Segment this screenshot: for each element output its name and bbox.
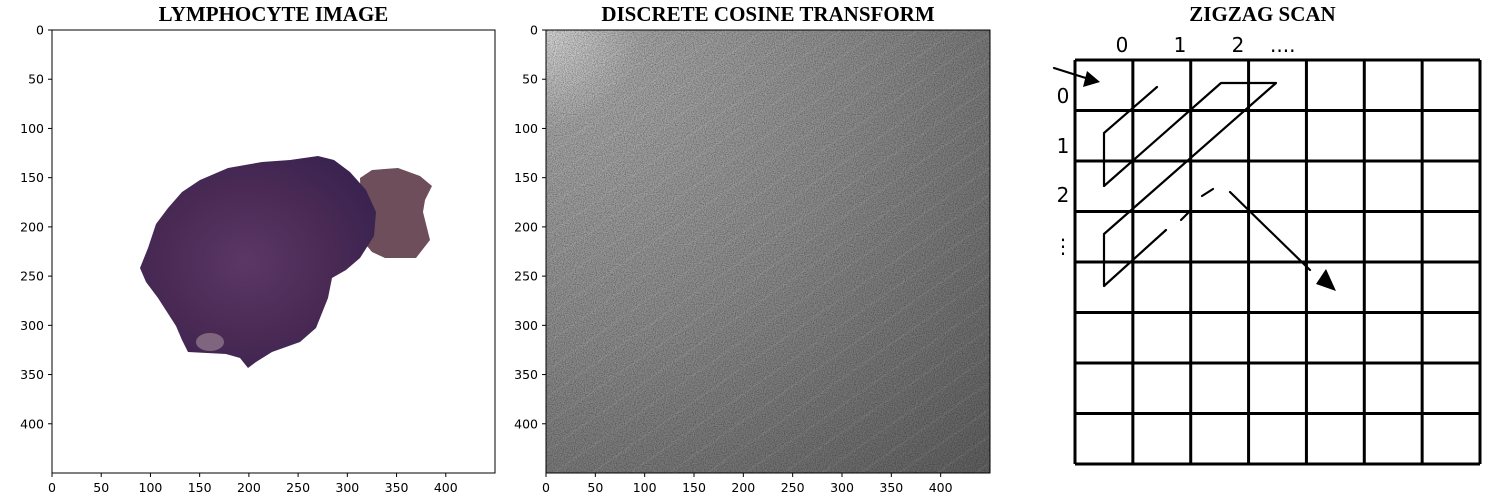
x-tick-label: 400 xyxy=(929,480,953,495)
dct-title: DISCRETE COSINE TRANSFORM xyxy=(601,2,935,26)
x-tick-label: 0 xyxy=(542,480,550,495)
y-tick-label: 0 xyxy=(530,23,538,38)
y-tick-label: 200 xyxy=(20,219,44,234)
y-tick-label: 250 xyxy=(514,269,538,284)
zigzag-col-label: .... xyxy=(1270,33,1295,57)
zigzag-row-label: 1 xyxy=(1057,134,1070,158)
x-tick-label: 0 xyxy=(48,480,56,495)
zigzag-row-label: 2 xyxy=(1057,183,1070,207)
y-tick-label: 350 xyxy=(514,367,538,382)
y-tick-label: 300 xyxy=(20,318,44,333)
x-tick-label: 350 xyxy=(879,480,903,495)
zigzag-row-label: ⋮ xyxy=(1053,234,1073,258)
x-tick-label: 100 xyxy=(139,480,163,495)
zigzag-path xyxy=(1052,66,1312,288)
y-tick-label: 150 xyxy=(20,170,44,185)
x-tick-label: 300 xyxy=(830,480,854,495)
zigzag-col-label: 0 xyxy=(1116,33,1129,57)
x-tick-label: 50 xyxy=(587,480,603,495)
zigzag-col-label: 1 xyxy=(1174,33,1187,57)
y-tick-label: 400 xyxy=(514,416,538,431)
y-tick-label: 150 xyxy=(514,170,538,185)
x-tick-label: 300 xyxy=(335,480,359,495)
x-tick-label: 200 xyxy=(731,480,755,495)
y-tick-label: 200 xyxy=(514,219,538,234)
y-tick-label: 50 xyxy=(522,72,538,87)
y-tick-label: 100 xyxy=(20,121,44,136)
zigzag-col-label: 2 xyxy=(1232,33,1245,57)
y-tick-label: 400 xyxy=(20,416,44,431)
x-tick-label: 400 xyxy=(434,480,458,495)
x-tick-label: 100 xyxy=(633,480,657,495)
zigzag-row-label: 0 xyxy=(1057,84,1070,108)
y-tick-label: 50 xyxy=(28,72,44,87)
y-tick-label: 100 xyxy=(514,121,538,136)
x-tick-label: 150 xyxy=(682,480,706,495)
cell-side-lobe xyxy=(360,168,432,258)
lymphocyte-title: LYMPHOCYTE IMAGE xyxy=(158,2,389,26)
cell-highlight xyxy=(196,333,224,351)
dct-noise xyxy=(546,30,990,473)
dct-plot-frame xyxy=(545,29,991,474)
x-tick-label: 350 xyxy=(385,480,409,495)
y-tick-label: 350 xyxy=(20,367,44,382)
y-tick-label: 250 xyxy=(20,269,44,284)
start-arrow-icon xyxy=(1083,71,1100,87)
lymphocyte-cell xyxy=(140,156,376,368)
zigzag-grid xyxy=(1073,58,1482,466)
y-tick-label: 0 xyxy=(36,23,44,38)
x-tick-label: 250 xyxy=(286,480,310,495)
x-tick-label: 250 xyxy=(781,480,805,495)
x-tick-label: 150 xyxy=(188,480,212,495)
x-tick-label: 200 xyxy=(237,480,261,495)
y-tick-label: 300 xyxy=(514,318,538,333)
end-arrow-icon xyxy=(1316,269,1336,291)
x-tick-label: 50 xyxy=(93,480,109,495)
zigzag-title: ZIGZAG SCAN xyxy=(1189,2,1336,26)
